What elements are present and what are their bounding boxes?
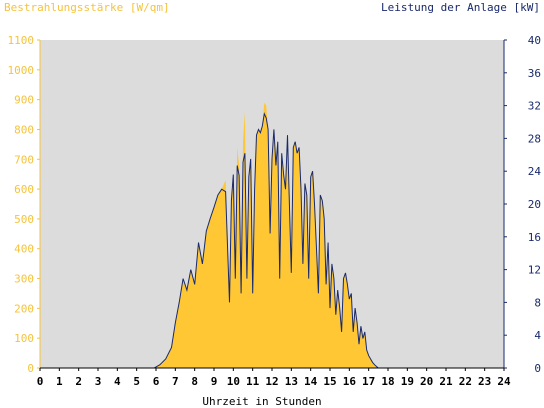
- x-tick-label: 23: [478, 375, 491, 388]
- right-tick-label: 24: [528, 165, 542, 178]
- left-tick-label: 1100: [8, 34, 35, 47]
- x-tick-label: 7: [172, 375, 179, 388]
- x-tick-label: 14: [304, 375, 318, 388]
- left-tick-label: 900: [14, 94, 34, 107]
- axes: [37, 39, 507, 371]
- x-tick-label: 19: [401, 375, 414, 388]
- x-tick-label: 8: [191, 375, 198, 388]
- x-tick-label: 21: [439, 375, 453, 388]
- left-tick-label: 1000: [8, 64, 35, 77]
- left-tick-label: 500: [14, 213, 34, 226]
- x-tick-label: 22: [459, 375, 472, 388]
- right-tick-label: 36: [528, 67, 541, 80]
- left-tick-label: 700: [14, 153, 34, 166]
- x-tick-label: 15: [323, 375, 336, 388]
- right-tick-label: 12: [528, 264, 541, 277]
- x-tick-label: 24: [497, 375, 511, 388]
- x-tick-label: 13: [285, 375, 298, 388]
- x-tick-label: 11: [246, 375, 260, 388]
- left-tick-label: 600: [14, 183, 34, 196]
- x-tick-label: 9: [211, 375, 218, 388]
- x-axis-title: Uhrzeit in Stunden: [202, 395, 321, 408]
- x-tick-label: 16: [343, 375, 357, 388]
- x-tick-label: 17: [362, 375, 375, 388]
- x-tick-label: 5: [133, 375, 140, 388]
- right-tick-label: 4: [534, 329, 541, 342]
- right-tick-label: 20: [528, 198, 541, 211]
- left-tick-label: 200: [14, 302, 34, 315]
- left-axis-title: Bestrahlungsstärke [W/qm]: [4, 1, 170, 14]
- left-tick-label: 300: [14, 273, 34, 286]
- right-tick-label: 32: [528, 100, 541, 113]
- left-tick-label: 0: [27, 362, 34, 375]
- right-tick-label: 40: [528, 34, 541, 47]
- x-tick-label: 4: [114, 375, 121, 388]
- right-tick-label: 28: [528, 132, 541, 145]
- tick-labels: 0100200300400500600700800900100011000481…: [8, 34, 542, 388]
- left-tick-label: 100: [14, 332, 34, 345]
- right-tick-label: 8: [534, 296, 541, 309]
- x-tick-label: 10: [227, 375, 240, 388]
- x-tick-label: 6: [153, 375, 160, 388]
- x-tick-label: 12: [265, 375, 278, 388]
- power-line-layer: [40, 112, 504, 369]
- x-tick-label: 2: [75, 375, 82, 388]
- x-tick-label: 0: [37, 375, 44, 388]
- x-tick-label: 3: [95, 375, 102, 388]
- left-tick-label: 800: [14, 123, 34, 136]
- right-axis-title: Leistung der Anlage [kW]: [381, 1, 540, 14]
- x-tick-label: 18: [381, 375, 394, 388]
- irradiance-area: [40, 102, 504, 368]
- left-tick-label: 400: [14, 243, 34, 256]
- power-line: [40, 112, 504, 369]
- x-tick-label: 20: [420, 375, 433, 388]
- irradiance-area-layer: [40, 102, 504, 368]
- x-tick-label: 1: [56, 375, 63, 388]
- right-tick-label: 0: [534, 362, 541, 375]
- right-tick-label: 16: [528, 231, 541, 244]
